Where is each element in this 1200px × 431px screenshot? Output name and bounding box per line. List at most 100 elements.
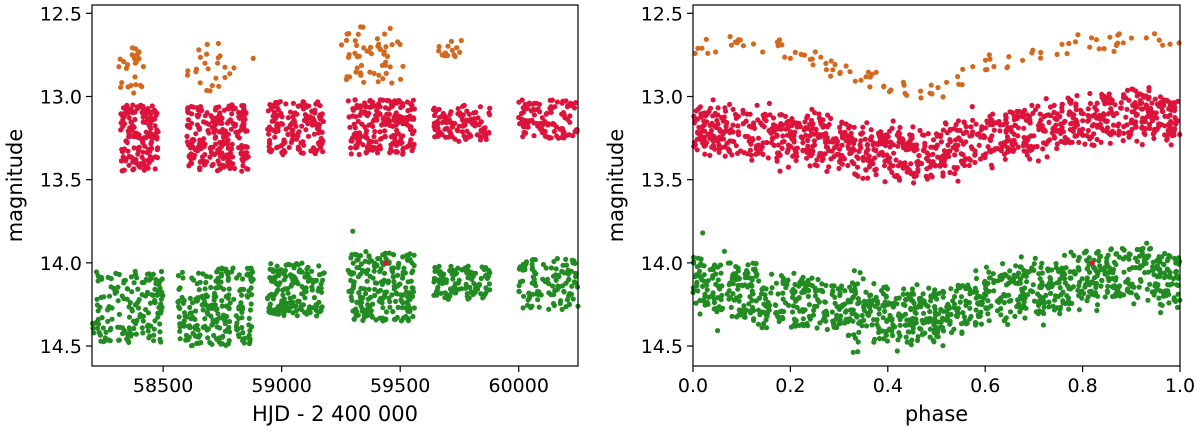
y-tick-label: 13.5	[641, 170, 683, 192]
data-point	[819, 157, 825, 163]
data-point	[837, 304, 843, 310]
data-point	[483, 265, 489, 271]
data-point	[864, 120, 870, 126]
data-point	[924, 166, 930, 172]
data-point	[987, 56, 993, 62]
data-point	[983, 305, 989, 311]
data-point	[554, 256, 561, 262]
data-point	[970, 289, 977, 295]
data-point	[761, 124, 767, 130]
data-point	[773, 310, 779, 316]
data-point	[793, 318, 799, 324]
data-point	[824, 326, 830, 333]
data-point	[364, 149, 370, 155]
data-point	[847, 316, 853, 322]
data-point	[1051, 109, 1057, 115]
data-point	[1175, 291, 1181, 297]
data-point	[842, 288, 848, 294]
data-point	[1129, 109, 1135, 115]
data-point	[716, 149, 722, 155]
data-point	[240, 336, 246, 342]
data-point	[705, 278, 711, 284]
data-point	[1103, 118, 1109, 125]
data-point	[266, 131, 272, 137]
data-point	[701, 118, 707, 124]
data-point	[856, 299, 863, 305]
data-point	[286, 124, 292, 130]
data-point	[988, 303, 994, 309]
data-point	[200, 324, 206, 330]
data-point	[186, 323, 193, 329]
data-point	[568, 291, 575, 297]
data-point	[845, 299, 851, 305]
data-point	[745, 262, 751, 268]
data-point	[843, 318, 849, 324]
data-point	[391, 252, 397, 258]
data-point	[457, 49, 463, 55]
data-point	[131, 145, 137, 151]
data-point	[1094, 115, 1100, 121]
data-point	[903, 334, 909, 340]
data-point	[438, 290, 444, 296]
data-point	[1102, 264, 1108, 270]
data-point	[977, 313, 983, 319]
data-point	[437, 271, 443, 277]
data-point	[317, 112, 323, 118]
data-point	[796, 120, 802, 127]
data-point	[911, 180, 917, 186]
data-point	[874, 141, 881, 147]
data-point	[1085, 106, 1091, 112]
data-point	[889, 169, 895, 175]
data-point	[967, 305, 973, 311]
data-point	[1038, 264, 1044, 270]
data-point	[1159, 105, 1165, 111]
data-point	[1041, 310, 1047, 317]
data-point	[727, 34, 733, 40]
data-point	[116, 64, 122, 70]
data-point	[1018, 264, 1024, 270]
data-point	[271, 110, 277, 116]
data-point	[219, 341, 225, 347]
data-point	[1016, 114, 1022, 120]
data-point	[1149, 100, 1155, 106]
data-point	[777, 168, 783, 174]
data-point	[139, 84, 145, 90]
data-point	[285, 115, 291, 121]
data-point	[998, 312, 1004, 318]
series-2	[690, 240, 1183, 355]
data-point	[90, 325, 96, 331]
data-point	[884, 338, 891, 344]
data-point	[957, 299, 963, 305]
data-point	[516, 114, 522, 121]
data-point	[987, 136, 993, 142]
data-point	[829, 309, 835, 315]
data-point	[739, 283, 746, 289]
data-point	[1092, 265, 1098, 272]
data-point	[290, 114, 296, 120]
data-point	[1114, 110, 1120, 116]
data-point	[740, 121, 746, 127]
data-point	[1054, 128, 1060, 134]
data-point	[913, 173, 919, 179]
data-point	[1043, 96, 1049, 102]
data-point	[925, 303, 931, 309]
data-point	[200, 271, 206, 277]
data-point	[196, 270, 202, 276]
data-point	[1151, 129, 1157, 135]
data-point	[220, 139, 226, 145]
data-point	[1095, 270, 1101, 276]
data-point	[141, 167, 147, 173]
data-point	[790, 121, 797, 127]
data-point	[1170, 100, 1176, 106]
data-point	[832, 300, 838, 306]
data-point	[377, 46, 383, 53]
data-point	[1046, 304, 1052, 310]
data-point	[250, 55, 256, 62]
data-point	[1081, 290, 1087, 296]
data-point	[864, 310, 871, 317]
data-point	[374, 150, 381, 156]
data-point	[955, 178, 961, 184]
data-point	[789, 136, 795, 142]
data-point	[267, 102, 273, 108]
data-point	[208, 284, 214, 291]
